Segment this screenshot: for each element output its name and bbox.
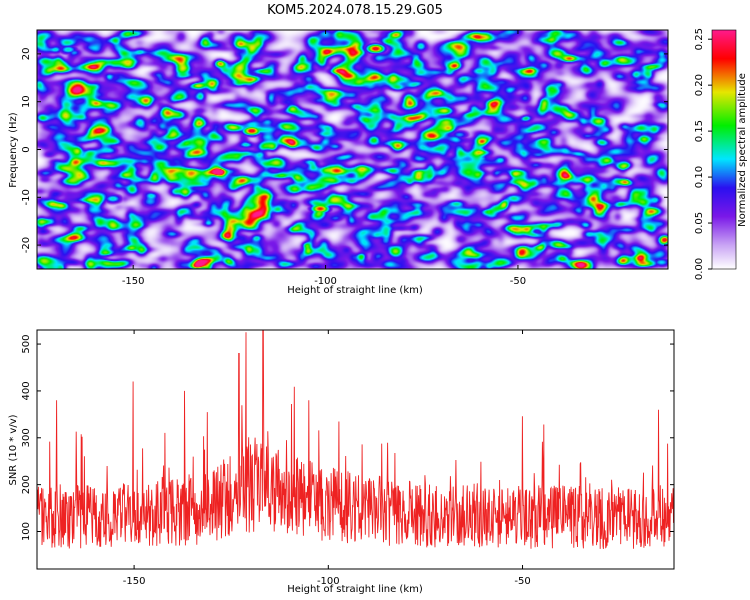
heatmap-y-tick-label: -10 [21, 189, 32, 205]
heatmap-y-tick-label: 10 [21, 95, 32, 108]
heatmap-y-ticks: -20 -10 0 10 20 [21, 48, 668, 253]
colorbar-ticks: 0.00 0.05 0.10 0.15 0.20 0.25 [694, 28, 712, 280]
heatmap-y-tick-label: 20 [21, 48, 32, 61]
heatmap-y-axis-label: Frequency (Hz) [8, 112, 19, 188]
chart-title: KOM5.2024.078.15.29.G05 [267, 3, 443, 18]
snr-x-tick-label: -50 [514, 576, 530, 587]
heatmap-y-tick-label: 0 [21, 146, 32, 152]
heatmap-x-tick-label: -150 [122, 276, 145, 287]
snr-x-ticks: -150 -100 -50 [123, 330, 531, 587]
heatmap-x-tick-label: -100 [314, 276, 337, 287]
snr-y-tick-label: 300 [21, 428, 32, 447]
snr-series-line [37, 330, 674, 549]
snr-frame [36, 329, 675, 570]
snr-y-axis-label: SNR (10 * v/v) [8, 414, 19, 485]
colorbar: 0.00 0.05 0.10 0.15 0.20 0.25 Normalized spec… [694, 28, 748, 280]
colorbar-tick-label: 0.05 [694, 212, 705, 234]
snr-y-tick-label: 100 [21, 522, 32, 541]
heatmap-x-ticks: -150 -100 -50 [122, 30, 526, 287]
colorbar-tick-label: 0.20 [694, 74, 705, 96]
colorbar-gradient [711, 29, 737, 270]
colorbar-tick-label: 0.00 [694, 258, 705, 280]
heatmap-x-axis-label: Height of straight line (km) [287, 285, 423, 296]
snr-x-tick-label: -150 [123, 576, 146, 587]
snr-y-tick-label: 400 [21, 381, 32, 400]
heatmap-x-tick-label: -50 [510, 276, 526, 287]
snr-x-tick-label: -100 [317, 576, 340, 587]
heatmap-image [37, 30, 668, 269]
snr-panel: -150 -100 -50 100 200 300 400 500 Height of st… [8, 329, 675, 595]
colorbar-label: Normalized spectral amplitude [737, 73, 748, 227]
colorbar-tick-label: 0.15 [694, 120, 705, 142]
colorbar-tick-label: 0.25 [694, 28, 705, 50]
colorbar-tick-label: 0.10 [694, 166, 705, 188]
snr-y-tick-label: 500 [21, 335, 32, 354]
snr-y-tick-label: 200 [21, 475, 32, 494]
snr-y-ticks: 100 200 300 400 500 [21, 335, 674, 541]
heatmap-y-tick-label: -20 [21, 237, 32, 253]
snr-x-axis-label: Height of straight line (km) [287, 584, 423, 595]
